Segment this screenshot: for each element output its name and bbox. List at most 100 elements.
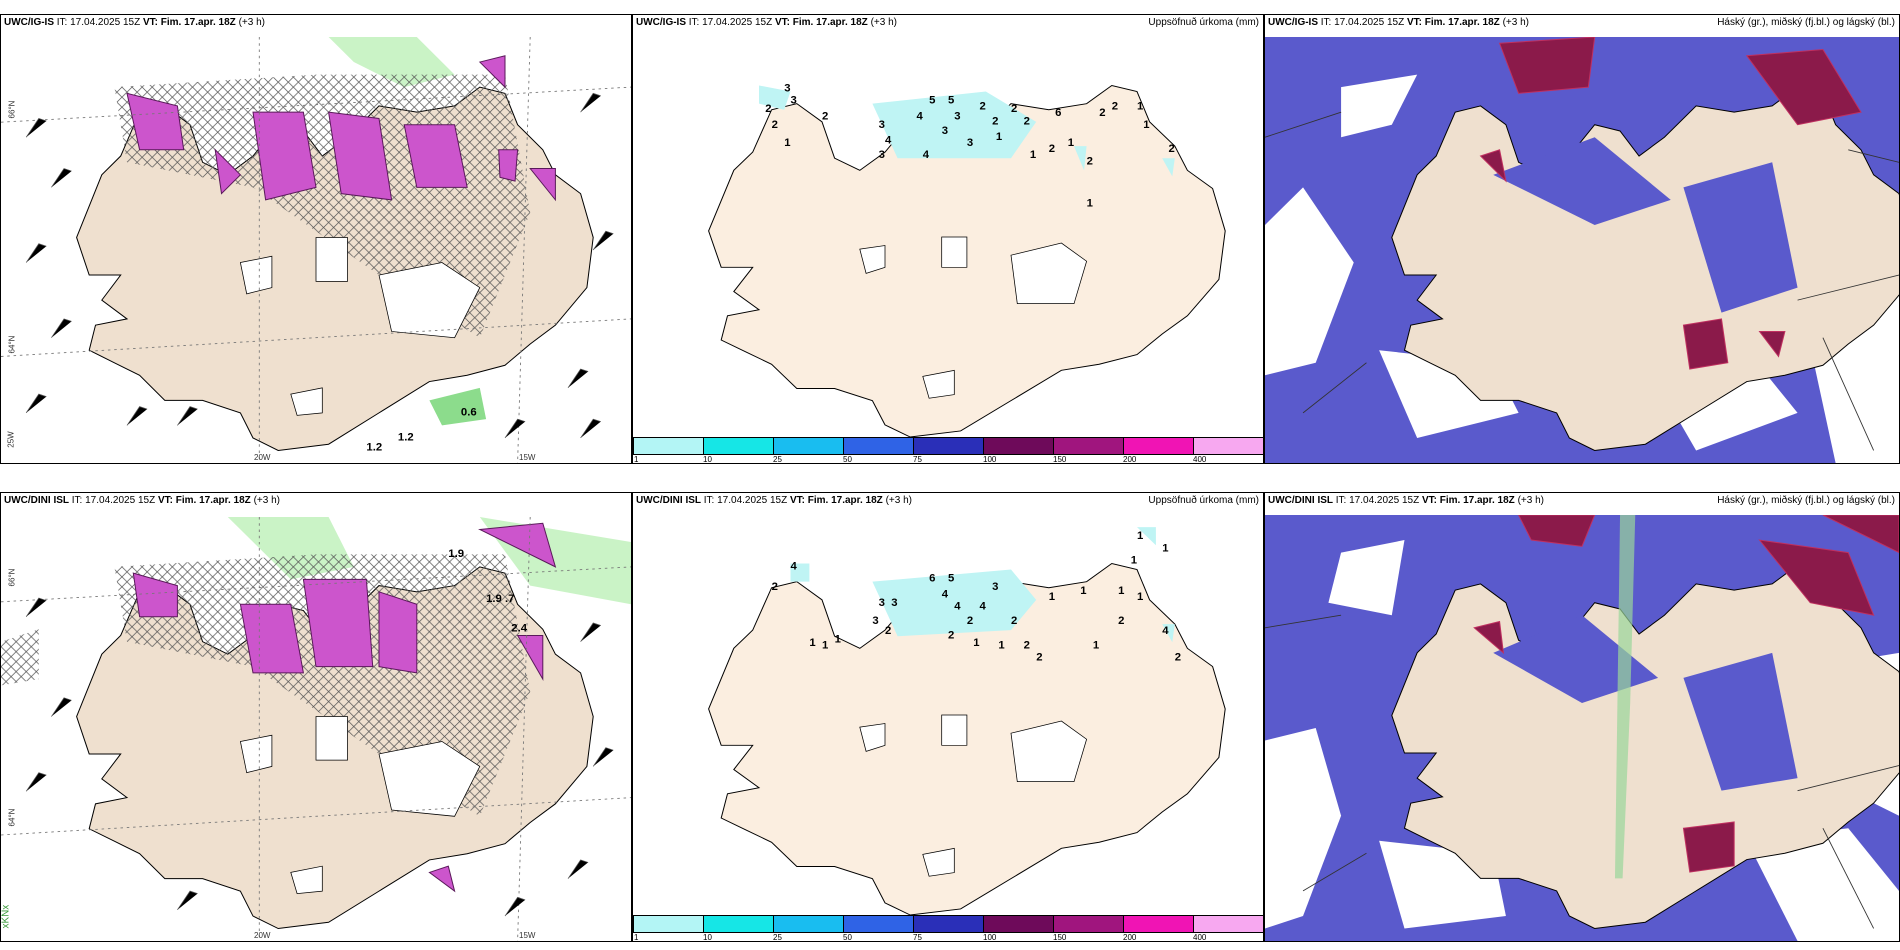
- legend-swatch: [843, 916, 913, 932]
- precip-value-label: 6: [1055, 107, 1061, 119]
- precip-value-label: 2: [1112, 101, 1118, 113]
- wind-map-svg: 1.9 1.9 .7 2.4 xKNx: [1, 517, 631, 941]
- model-name: UWC/DINI ISL: [1268, 495, 1333, 506]
- model-name: UWC/DINI ISL: [4, 495, 69, 506]
- wind-label: 0.6: [461, 406, 477, 418]
- legend-bar: [633, 437, 1263, 455]
- wind-label: 1.9 .7: [486, 593, 514, 605]
- legend-swatch: [1053, 438, 1123, 454]
- legend-tick: 1: [634, 455, 639, 464]
- lon-label: 15W: [519, 931, 536, 940]
- precip-value-label: 1: [1118, 585, 1124, 597]
- precip-value-label: 3: [879, 149, 885, 161]
- precip-value-label: 1: [784, 137, 790, 149]
- panel-bottom-mid-precip-map: UWC/DINI ISL IT: 17.04.2025 15Z VT: Fim.…: [632, 492, 1264, 942]
- precip-value-label: 1: [1087, 198, 1093, 210]
- precip-value-label: 1: [1080, 585, 1086, 597]
- vt-label: VT:: [142, 17, 158, 28]
- panel-top-left-wind-map: UWC/IG-IS IT: 17.04.2025 15Z VT: Fim. 17…: [0, 14, 632, 464]
- precip-value-label: 1: [998, 640, 1004, 652]
- legend-tick: 400: [1193, 933, 1207, 942]
- panel-header: UWC/IG-IS IT: 17.04.2025 15Z VT: Fim. 17…: [1, 15, 631, 37]
- legend-swatch: [703, 438, 773, 454]
- precip-value-label: 3: [942, 125, 948, 137]
- legend-tick: 150: [1053, 455, 1067, 464]
- lead-time: (+3 h): [870, 17, 897, 28]
- legend-bar: [633, 915, 1263, 933]
- legend-swatch: [773, 438, 843, 454]
- legend-swatch: [1123, 438, 1193, 454]
- precip-value-label: 3: [992, 581, 998, 593]
- lon-label: 20W: [254, 931, 271, 940]
- legend-tick: 10: [703, 933, 712, 942]
- precip-value-label: 3: [784, 83, 790, 95]
- init-time: IT: 17.04.2025 15Z: [1320, 17, 1405, 28]
- legend-tick: 1: [634, 933, 639, 942]
- valid-time: Fim. 17.apr. 18Z: [1439, 495, 1515, 506]
- legend-tick: 200: [1123, 933, 1137, 942]
- legend-tick: 25: [773, 455, 782, 464]
- init-time: IT: 17.04.2025 15Z: [1335, 495, 1420, 506]
- lat-label: 66°N: [7, 100, 17, 119]
- precip-value-label: 2: [948, 630, 954, 642]
- legend-swatch: [843, 438, 913, 454]
- valid-time: Fim. 17.apr. 18Z: [1424, 17, 1500, 28]
- precip-value-label: 1: [1068, 137, 1074, 149]
- legend-swatch: [983, 916, 1053, 932]
- model-name: UWC/DINI ISL: [636, 495, 701, 506]
- precip-value-label: 2: [1036, 652, 1042, 664]
- precip-value-label: 2: [1118, 615, 1124, 627]
- precip-value-label: 1: [1093, 640, 1099, 652]
- legend-tick: 50: [843, 455, 852, 464]
- legend-swatch: [1193, 916, 1263, 932]
- legend-tick: 100: [983, 455, 997, 464]
- valid-time: Fim. 17.apr. 18Z: [175, 495, 251, 506]
- panel-header: UWC/DINI ISL IT: 17.04.2025 15Z VT: Fim.…: [1, 493, 631, 517]
- precip-value-label: 2: [765, 103, 771, 115]
- precip-value-label: 1: [1131, 555, 1137, 567]
- legend-tick: 10: [703, 455, 712, 464]
- precip-value-label: 1: [973, 637, 979, 649]
- legend-tick: 400: [1193, 455, 1207, 464]
- lead-time: (+3 h): [253, 495, 280, 506]
- vt-label: VT:: [157, 495, 173, 506]
- init-time: IT: 17.04.2025 15Z: [71, 495, 156, 506]
- precip-value-label: 6: [929, 573, 935, 585]
- legend-tick: 25: [773, 933, 782, 942]
- panel-header: UWC/DINI ISL IT: 17.04.2025 15Z VT: Fim.…: [1265, 493, 1899, 515]
- misc-label: xKNx: [1, 905, 12, 929]
- precip-legend: 1 10 25 50 75 100 150 200 400: [633, 437, 1263, 463]
- precip-value-label: 4: [791, 561, 798, 573]
- legend-ticks: 1 10 25 50 75 100 150 200 400: [633, 933, 1263, 942]
- legend-tick: 75: [913, 933, 922, 942]
- precip-value-label: 1: [1137, 591, 1143, 603]
- precip-value-label: 5: [948, 573, 954, 585]
- product-title: Háský (gr.), miðský (fj.bl.) og lágský (…: [1717, 17, 1895, 28]
- precip-value-label: 3: [891, 597, 897, 609]
- legend-swatch: [1123, 916, 1193, 932]
- precip-value-label: 1: [996, 131, 1002, 143]
- precip-value-label: 2: [1169, 143, 1175, 155]
- product-title: Uppsöfnuð úrkoma (mm): [1148, 495, 1259, 506]
- map-area: [1265, 515, 1899, 941]
- precip-value-label: 1: [1137, 530, 1143, 542]
- legend-swatch: [983, 438, 1053, 454]
- precip-value-label: 4: [885, 135, 892, 147]
- map-area: [1265, 37, 1899, 463]
- legend-tick: 150: [1053, 933, 1067, 942]
- precip-value-label: 1: [1162, 543, 1168, 555]
- cloud-map-svg: [1265, 515, 1899, 941]
- precip-value-label: 2: [1024, 640, 1030, 652]
- legend-swatch: [703, 916, 773, 932]
- panel-header: UWC/IG-IS IT: 17.04.2025 15Z VT: Fim. 17…: [633, 15, 1263, 37]
- legend-swatch: [773, 916, 843, 932]
- legend-swatch: [633, 916, 703, 932]
- precip-value-label: 5: [929, 95, 935, 107]
- precip-value-label: 4: [954, 601, 961, 613]
- precip-value-label: 3: [791, 95, 797, 107]
- precip-value-label: 5: [948, 95, 954, 107]
- panel-header: UWC/IG-IS IT: 17.04.2025 15Z VT: Fim. 17…: [1265, 15, 1899, 37]
